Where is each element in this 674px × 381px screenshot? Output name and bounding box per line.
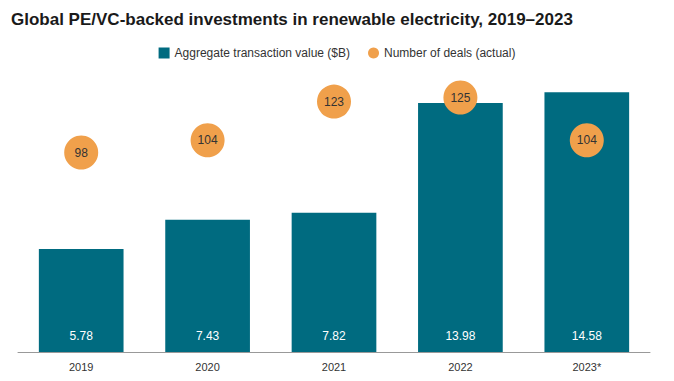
svg-text:2023*: 2023* bbox=[572, 361, 601, 373]
svg-text:104: 104 bbox=[198, 133, 218, 147]
svg-text:Global PE/VC-backed investment: Global PE/VC-backed investments in renew… bbox=[11, 10, 573, 29]
svg-text:98: 98 bbox=[75, 146, 89, 160]
svg-text:14.58: 14.58 bbox=[572, 329, 602, 343]
svg-text:7.43: 7.43 bbox=[196, 329, 220, 343]
svg-text:13.98: 13.98 bbox=[445, 329, 475, 343]
svg-text:Number of deals (actual): Number of deals (actual) bbox=[384, 46, 515, 60]
svg-text:104: 104 bbox=[577, 133, 597, 147]
svg-text:7.82: 7.82 bbox=[322, 329, 346, 343]
svg-text:125: 125 bbox=[450, 91, 470, 105]
svg-text:2020: 2020 bbox=[195, 361, 219, 373]
svg-text:2021: 2021 bbox=[322, 361, 346, 373]
svg-text:2019: 2019 bbox=[69, 361, 93, 373]
svg-text:Aggregate transaction value ($: Aggregate transaction value ($B) bbox=[175, 46, 350, 60]
svg-text:5.78: 5.78 bbox=[70, 329, 94, 343]
svg-text:123: 123 bbox=[324, 95, 344, 109]
svg-text:2022: 2022 bbox=[448, 361, 472, 373]
